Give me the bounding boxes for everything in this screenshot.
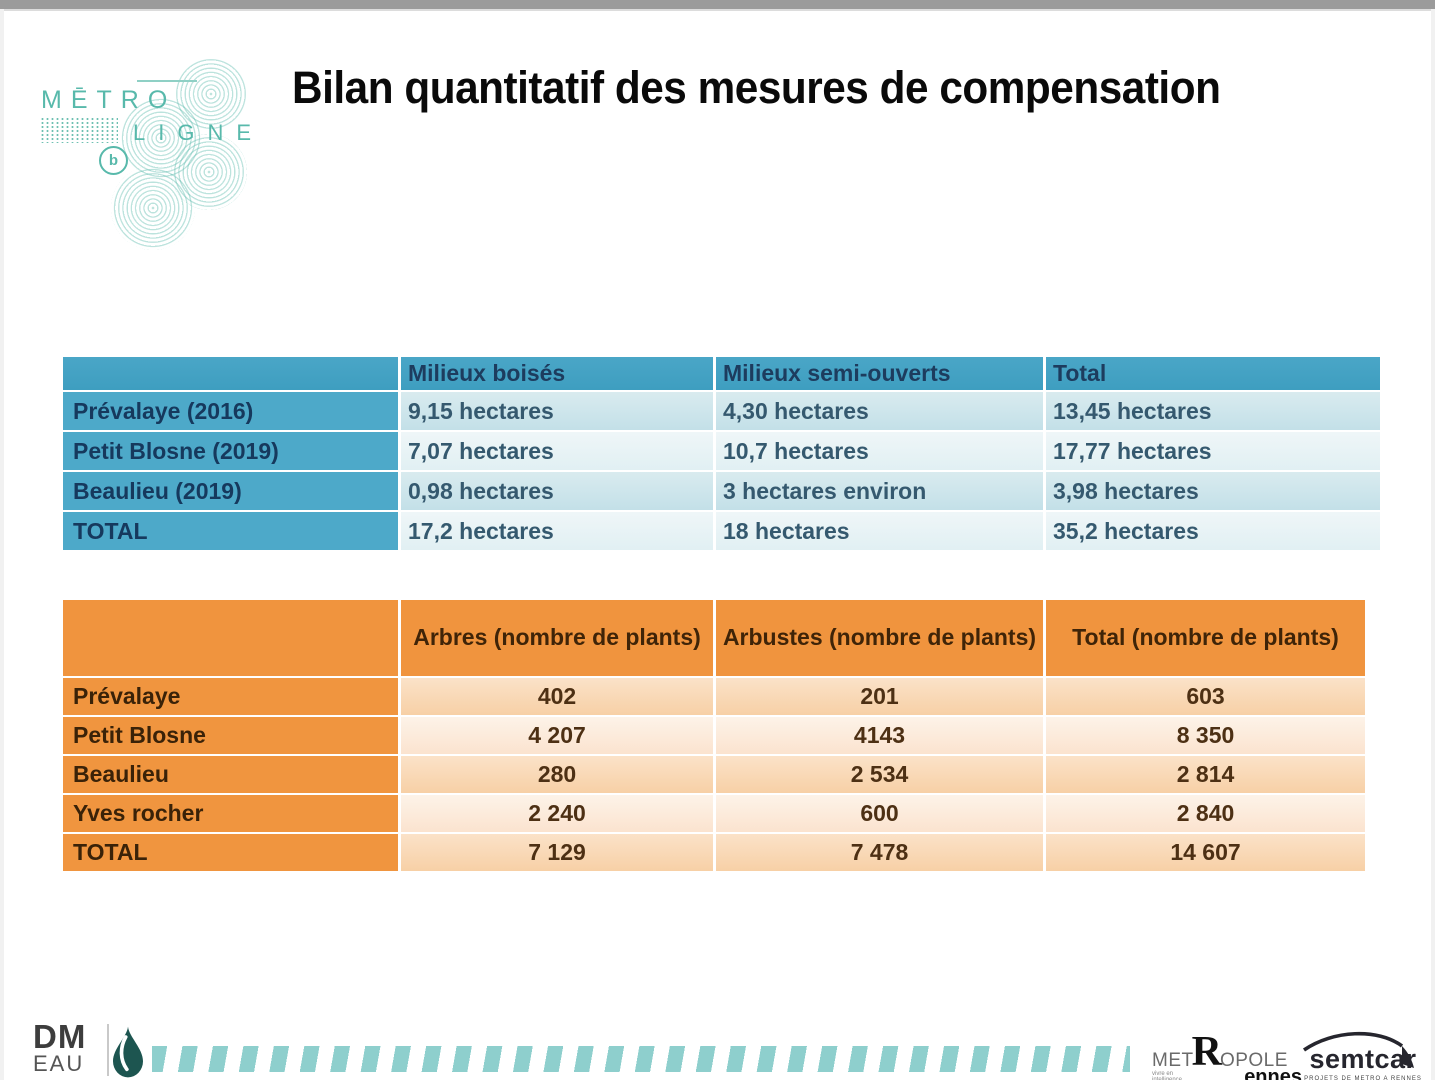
right-edge — [1431, 9, 1435, 1080]
column-header: Arbres (nombre de plants) — [401, 600, 713, 676]
table-cell: 2 814 — [1046, 756, 1365, 793]
table-cell: 17,77 hectares — [1046, 432, 1380, 470]
spiral-icon — [171, 134, 247, 210]
logo-text-metro: MĒTRO — [41, 86, 177, 114]
table-cell: 600 — [716, 795, 1043, 832]
water-drop-icon — [113, 1026, 143, 1078]
rennes-ennes-text: ennes — [1244, 1065, 1302, 1080]
column-header: Milieux boisés — [401, 357, 713, 390]
page-title: Bilan quantitatif des mesures de compens… — [292, 62, 1221, 113]
table-cell: 2 240 — [401, 795, 713, 832]
semtcar-logo: semtcar PROJETS DE METRO A RENNES — [1298, 1028, 1428, 1080]
table-cell: 402 — [401, 678, 713, 715]
table-cell: 14 607 — [1046, 834, 1365, 871]
left-edge — [0, 9, 4, 1080]
window-top-bar — [0, 0, 1435, 9]
table-cell: 18 hectares — [716, 512, 1043, 550]
table-cell: 35,2 hectares — [1046, 512, 1380, 550]
rennes-metropole-logo: MET R OPOLE vivre en intelligence ennes — [1152, 1029, 1302, 1080]
row-label: TOTAL — [63, 834, 398, 871]
column-header: Milieux semi-ouverts — [716, 357, 1043, 390]
table-cell: 280 — [401, 756, 713, 793]
row-label: Prévalaye — [63, 678, 398, 715]
dash-divider — [152, 1046, 1130, 1072]
row-label: Yves rocher — [63, 795, 398, 832]
logo-dotted-block — [40, 117, 118, 143]
dm-text: DM — [33, 1018, 87, 1055]
semtcar-arc-arrow-icon — [1302, 1031, 1414, 1068]
table-cell: 17,2 hectares — [401, 512, 713, 550]
table-cell: 603 — [1046, 678, 1365, 715]
row-label: TOTAL — [63, 512, 398, 550]
table-cell: 3,98 hectares — [1046, 472, 1380, 510]
table-cell: 2 840 — [1046, 795, 1365, 832]
table-cell: 4 207 — [401, 717, 713, 754]
logo-line-b-badge: b — [99, 146, 128, 175]
logo-accent-bar — [137, 80, 197, 82]
table-cell: 7,07 hectares — [401, 432, 713, 470]
table-cell: 8 350 — [1046, 717, 1365, 754]
row-label: Prévalaye (2016) — [63, 392, 398, 430]
table-cell: 9,15 hectares — [401, 392, 713, 430]
semtcar-text: semtcar — [1309, 1044, 1417, 1074]
spiral-icon — [121, 98, 201, 178]
column-header: Arbustes (nombre de plants) — [716, 600, 1043, 676]
rennes-big-r: R — [1191, 1029, 1222, 1075]
spiral-icon — [175, 58, 247, 130]
footer-divider-line — [107, 1024, 109, 1076]
semtcar-caption: PROJETS DE METRO A RENNES — [1304, 1076, 1422, 1080]
column-header: Total (nombre de plants) — [1046, 600, 1365, 676]
row-label: Petit Blosne — [63, 717, 398, 754]
metro-ligne-b-logo: MĒTRO LIGNE b — [35, 58, 285, 250]
table-cell: 0,98 hectares — [401, 472, 713, 510]
hectares-table: Milieux boisés Milieux semi-ouverts Tota… — [63, 357, 1380, 550]
row-label: Beaulieu (2019) — [63, 472, 398, 510]
column-header: Total — [1046, 357, 1380, 390]
table-cell: 13,45 hectares — [1046, 392, 1380, 430]
corner-cell — [63, 600, 398, 676]
table-cell: 7 129 — [401, 834, 713, 871]
plants-table: Arbres (nombre de plants) Arbustes (nomb… — [63, 600, 1365, 871]
table-cell: 10,7 hectares — [716, 432, 1043, 470]
row-label: Petit Blosne (2019) — [63, 432, 398, 470]
table-cell: 4,30 hectares — [716, 392, 1043, 430]
row-label: Beaulieu — [63, 756, 398, 793]
table-cell: 201 — [716, 678, 1043, 715]
table-cell: 2 534 — [716, 756, 1043, 793]
rennes-slogan: vivre en intelligence — [1152, 1070, 1183, 1080]
rennes-opole-text: OPOLE — [1219, 1049, 1288, 1071]
table-cell: 3 hectares environ — [716, 472, 1043, 510]
table-cell: 7 478 — [716, 834, 1043, 871]
logo-text-ligne: LIGNE — [133, 120, 265, 145]
dm-eau-logo: DM EAU — [33, 1020, 86, 1075]
corner-cell — [63, 357, 398, 390]
eau-text: EAU — [33, 1051, 85, 1076]
rennes-met-text: MET — [1152, 1049, 1194, 1071]
spiral-icon — [111, 166, 195, 250]
top-bar-shadow — [0, 9, 1435, 11]
table-cell: 4143 — [716, 717, 1043, 754]
